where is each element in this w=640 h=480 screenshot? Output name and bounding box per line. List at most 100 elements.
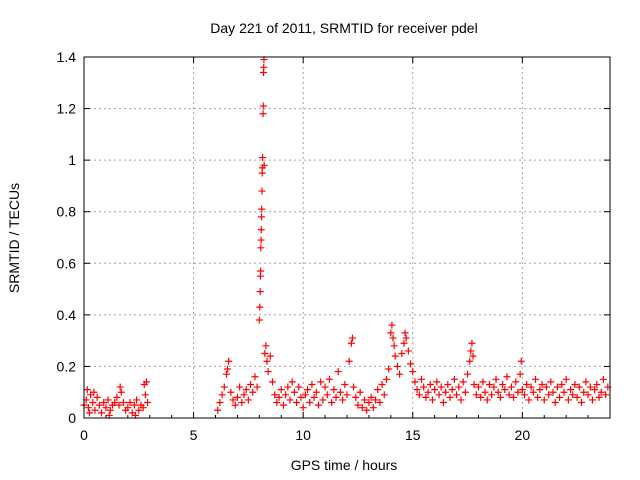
data-point <box>288 378 296 386</box>
data-point <box>312 388 320 396</box>
data-point <box>225 357 233 365</box>
data-point <box>444 380 452 388</box>
x-tick-label: 20 <box>515 427 531 443</box>
data-point <box>380 391 388 399</box>
data-point <box>89 399 97 407</box>
y-tick-label: 0.8 <box>57 204 77 220</box>
data-point <box>464 370 472 378</box>
data-point <box>345 357 353 365</box>
data-point <box>297 393 305 401</box>
data-point <box>144 399 152 407</box>
data-point <box>306 399 314 407</box>
data-point <box>95 401 103 409</box>
data-point <box>348 334 356 342</box>
data-point <box>529 388 537 396</box>
data-point <box>258 187 266 195</box>
data-point <box>214 406 222 414</box>
data-point <box>407 360 415 368</box>
data-points <box>80 56 612 419</box>
data-point <box>415 391 423 399</box>
data-point <box>319 396 327 404</box>
data-point <box>264 368 272 376</box>
data-point <box>517 357 525 365</box>
data-point <box>133 396 141 404</box>
data-point <box>378 380 386 388</box>
data-point <box>466 357 474 365</box>
data-point <box>260 63 268 71</box>
data-point <box>369 404 377 412</box>
y-tick-label: 0.4 <box>57 307 77 323</box>
data-point <box>388 321 396 329</box>
plot-frame <box>83 56 611 419</box>
data-point <box>418 375 426 383</box>
data-point <box>262 342 270 350</box>
data-point <box>599 375 607 383</box>
data-point <box>591 386 599 394</box>
data-point <box>571 380 579 388</box>
data-point <box>259 102 267 110</box>
data-point <box>98 409 106 417</box>
data-point <box>222 370 230 378</box>
data-point <box>124 404 132 412</box>
data-point <box>593 380 601 388</box>
data-point <box>356 388 364 396</box>
data-point <box>299 404 307 412</box>
data-point <box>580 388 588 396</box>
data-point <box>258 205 266 213</box>
data-point <box>558 380 566 388</box>
data-point <box>93 393 101 401</box>
data-point <box>516 370 524 378</box>
data-point <box>268 378 276 386</box>
data-point <box>387 329 395 337</box>
data-point <box>459 378 467 386</box>
data-point <box>475 383 482 391</box>
y-tick-label: 0.6 <box>57 255 77 271</box>
data-point <box>597 388 605 396</box>
data-point <box>325 375 333 383</box>
data-point <box>588 396 596 404</box>
data-point <box>290 388 298 396</box>
data-point <box>304 386 312 394</box>
data-point <box>477 393 485 401</box>
x-tick-label: 15 <box>405 427 421 443</box>
data-point <box>256 303 264 311</box>
data-point <box>422 393 430 401</box>
data-point <box>354 401 362 409</box>
data-point <box>573 393 581 401</box>
data-point <box>398 350 406 358</box>
y-tick-label: 0.2 <box>57 358 77 374</box>
y-tick-label: 1.4 <box>57 49 77 65</box>
data-point <box>413 386 421 394</box>
data-point <box>257 226 265 234</box>
data-point <box>409 368 417 376</box>
data-point <box>117 388 125 396</box>
data-point <box>514 388 522 396</box>
data-point <box>361 396 369 404</box>
data-point <box>490 383 498 391</box>
data-point <box>247 380 255 388</box>
data-point <box>470 380 478 388</box>
data-point <box>341 380 349 388</box>
data-point <box>503 373 511 381</box>
data-point <box>507 383 515 391</box>
data-point <box>602 391 610 399</box>
data-point <box>343 391 351 399</box>
data-point <box>284 383 292 391</box>
data-point <box>467 347 475 355</box>
data-point <box>556 393 564 401</box>
data-point <box>569 391 577 399</box>
data-point <box>575 383 583 391</box>
data-point <box>501 386 509 394</box>
data-point <box>479 378 487 386</box>
data-point <box>321 383 329 391</box>
data-point <box>531 375 539 383</box>
data-point <box>130 401 138 409</box>
data-point <box>249 388 257 396</box>
data-point <box>582 378 590 386</box>
data-point <box>538 380 546 388</box>
data-point <box>258 213 266 221</box>
data-point <box>468 339 476 347</box>
data-point <box>455 383 463 391</box>
data-point <box>424 388 432 396</box>
data-point <box>83 386 91 394</box>
